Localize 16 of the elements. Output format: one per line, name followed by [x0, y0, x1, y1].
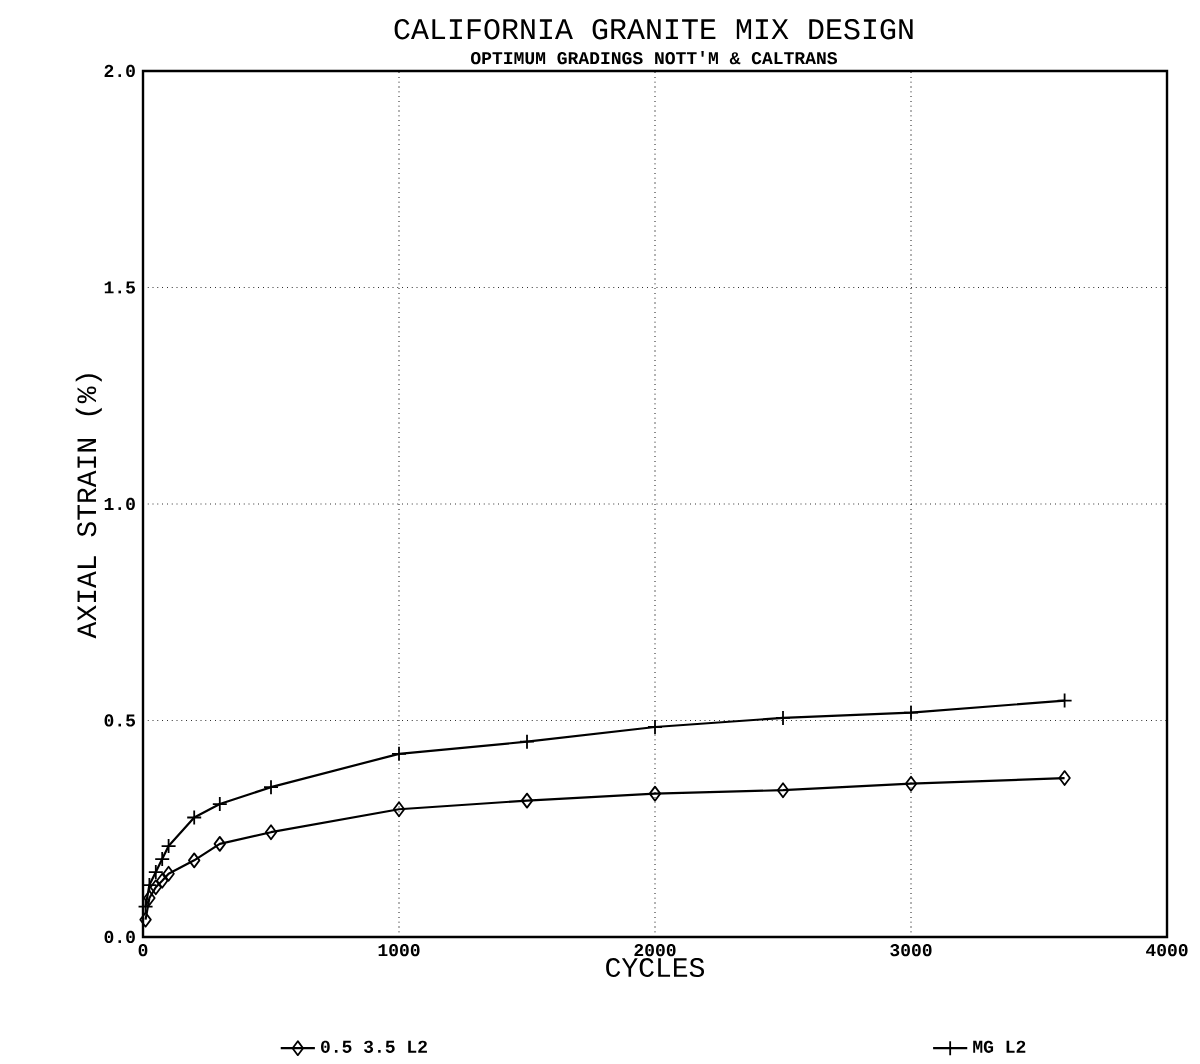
chart-subtitle: OPTIMUM GRADINGS NOTT'M & CALTRANS — [471, 51, 838, 65]
y-tick-label: 1.0 — [104, 498, 135, 511]
x-tick-label: 1000 — [378, 944, 420, 957]
chart-title: CALIFORNIA GRANITE MIX DESIGN — [394, 19, 913, 40]
x-tick-label: 0 — [138, 944, 148, 957]
y-axis-title: AXIAL STRAIN (%) — [75, 374, 102, 639]
y-tick-label: 0.0 — [104, 931, 135, 944]
legend-label: 0.5 3.5 L2 — [321, 1040, 427, 1054]
legend-label: MG L2 — [973, 1040, 1026, 1054]
y-tick-label: 1.5 — [104, 281, 136, 294]
x-tick-label: 2000 — [634, 944, 676, 957]
x-axis-title: CYCLES — [606, 958, 705, 978]
y-tick-label: 2.0 — [104, 65, 135, 78]
x-tick-label: 3000 — [890, 944, 932, 957]
y-tick-label: 0.5 — [104, 714, 136, 727]
x-tick-label: 4000 — [1146, 944, 1188, 957]
